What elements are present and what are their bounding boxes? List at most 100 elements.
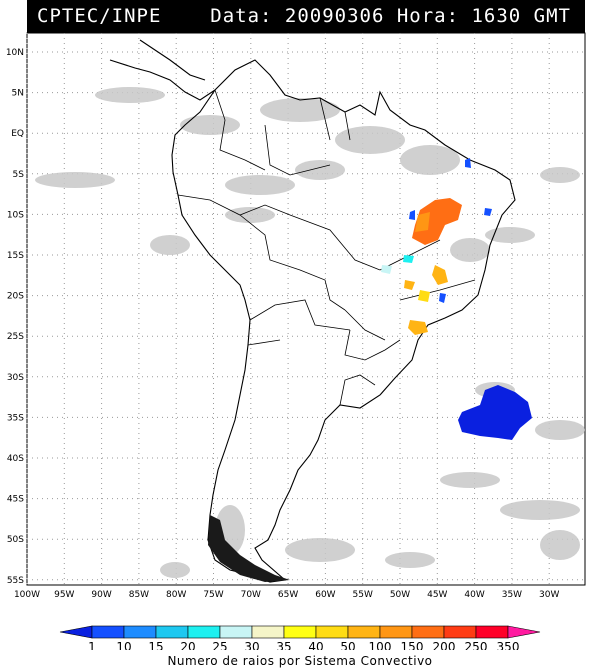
border: [399, 279, 476, 301]
longitude-tick-label: 65W: [278, 590, 298, 600]
map-figure: 10N5NEQ5S10S15S20S25S30S35S40S45S50S55S …: [6, 32, 586, 600]
storm-yellow-4: [404, 280, 415, 290]
colorbar: 1 10 15 20 25 30 35 40 50 100 150 200 250 350: [59, 625, 541, 650]
colorbar-label: 50: [340, 640, 355, 650]
storm-blue-1: [409, 210, 415, 220]
cloud-patch: [440, 472, 500, 488]
longitude-tick-label: 95W: [54, 590, 74, 600]
cloud-patch: [95, 87, 165, 103]
datetime-label: Data: 20090306 Hora: 1630 GMT: [210, 5, 571, 27]
cloud-cover: [35, 87, 585, 578]
country-borders: [177, 89, 476, 406]
cloud-patch: [180, 115, 240, 135]
border: [344, 309, 386, 341]
colorbar-label: 250: [465, 640, 488, 650]
colorbar-segment: [347, 625, 381, 639]
cloud-patch: [160, 562, 190, 578]
longitude-tick-label: 55W: [353, 590, 373, 600]
latitude-tick-label: 20S: [7, 292, 24, 302]
colorbar-label: 25: [212, 640, 227, 650]
latitude-tick-label: 55S: [7, 576, 24, 586]
latitude-tick-label: 40S: [7, 454, 24, 464]
colorbar-label: 1: [88, 640, 96, 650]
colorbar-segment: [283, 625, 317, 639]
latitude-tick-label: 50S: [7, 535, 24, 545]
longitude-tick-label: 50W: [390, 590, 410, 600]
longitude-tick-label: 35W: [502, 590, 522, 600]
tierra-del-fuego: [208, 515, 290, 582]
latitude-tick-label: 15S: [7, 251, 24, 261]
central-america-coast: [139, 39, 206, 81]
colorbar-segment: [411, 625, 445, 639]
colorbar-segment: [443, 625, 477, 639]
longitude-tick-label: 30W: [539, 590, 559, 600]
cloud-patch: [385, 552, 435, 568]
storm-blue-4: [484, 208, 492, 216]
latitude-tick-label: 35S: [7, 413, 24, 423]
colorbar-segment: [123, 625, 157, 639]
colorbar-label: 350: [497, 640, 520, 650]
colorbar-label: 100: [369, 640, 392, 650]
colorbar-segment: [379, 625, 413, 639]
cloud-patch: [285, 538, 355, 562]
cloud-patch: [535, 420, 585, 440]
cloud-patch: [335, 126, 405, 154]
storm-light-cyan: [381, 265, 392, 274]
colorbar-label: 40: [308, 640, 323, 650]
longitude-tick-label: 85W: [129, 590, 149, 600]
longitude-tick-label: 45W: [427, 590, 447, 600]
border: [339, 374, 376, 406]
cloud-patch: [450, 238, 490, 262]
border: [379, 239, 441, 271]
latitude-tick-label: 25S: [7, 332, 24, 342]
convective-systems: [381, 158, 532, 440]
latitude-tick-label: 10S: [7, 210, 24, 220]
colorbar-segment: [315, 625, 349, 639]
longitude-tick-label: 60W: [315, 590, 335, 600]
colorbar-label: 15: [148, 640, 163, 650]
cloud-patch: [540, 530, 580, 560]
cloud-patch: [540, 167, 580, 183]
storm-yellow-2: [408, 320, 428, 335]
latitude-tick-label: 10N: [6, 48, 24, 58]
cloud-patch: [485, 227, 535, 243]
border: [249, 299, 351, 331]
border: [247, 339, 281, 346]
source-label: CPTEC/INPE: [37, 5, 162, 27]
cloud-patch: [400, 145, 460, 175]
longitude-tick-label: 70W: [241, 590, 261, 600]
longitude-tick-label: 40W: [464, 590, 484, 600]
colorbar-label: 150: [401, 640, 424, 650]
storm-yellow-3: [418, 290, 430, 302]
longitude-labels: 100W 95W 90W 85W 80W 75W 70W 65W 60W 55W 50W 45W 40W…: [14, 590, 560, 600]
colorbar-segment: [251, 625, 285, 639]
storm-blue-3: [439, 293, 446, 303]
latitude-labels: 10N 5N EQ 5S 10S 15S 20S 25S 30S 35S 40S 45S 50S 55S: [6, 48, 24, 586]
border: [289, 214, 381, 271]
longitude-tick-label: 75W: [203, 590, 223, 600]
cloud-patch: [150, 235, 190, 255]
storm-orange-large: [412, 198, 462, 245]
border: [214, 89, 266, 171]
storm-blue-2: [465, 158, 471, 168]
latitude-tick-label: 45S: [7, 495, 24, 505]
latitude-tick-label: EQ: [11, 129, 24, 139]
cloud-patch: [225, 207, 275, 223]
south-america-outline: [171, 59, 516, 583]
colorbar-label: 30: [244, 640, 259, 650]
colorbar-segment: [155, 625, 189, 639]
cloud-patch: [35, 172, 115, 188]
colorbar-labels: 1 10 15 20 25 30 35 40 50 100 150 200 250 350: [88, 640, 519, 650]
colorbar-segments: [59, 625, 541, 639]
latitude-tick-label: 5S: [13, 170, 25, 180]
border: [344, 111, 351, 141]
colorbar-segment: [507, 625, 541, 639]
storm-yellow-1: [432, 265, 448, 285]
storm-orange-small: [415, 212, 430, 232]
colorbar-segment: [59, 625, 93, 639]
colorbar-segment: [219, 625, 253, 639]
latitude-tick-label: 30S: [7, 373, 24, 383]
longitude-tick-label: 90W: [91, 590, 111, 600]
colorbar-label: 10: [116, 640, 131, 650]
colorbar-label: 200: [433, 640, 456, 650]
